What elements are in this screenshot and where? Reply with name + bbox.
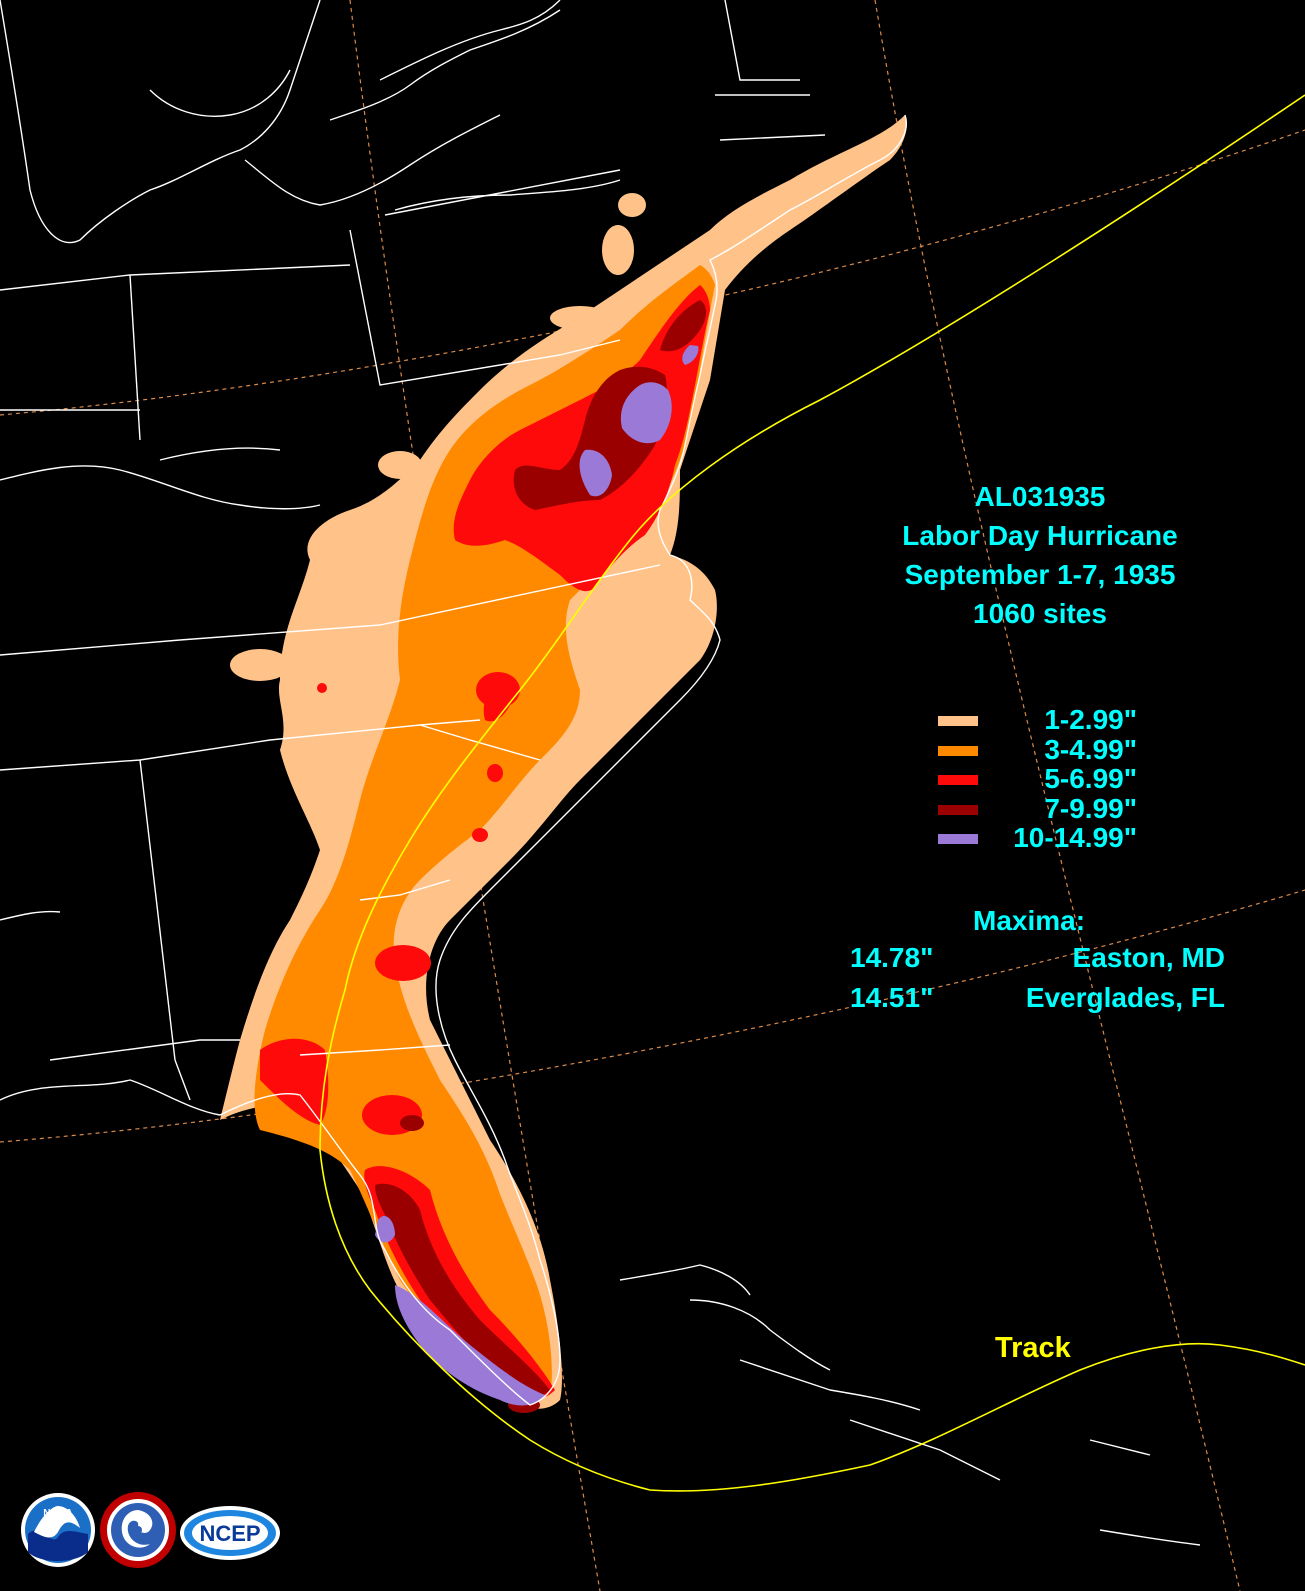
legend-label: 5-6.99" (1044, 763, 1137, 794)
legend-swatch (938, 804, 978, 815)
storm-dates: September 1-7, 1935 (904, 559, 1176, 590)
legend-item: 3-4.99" (930, 733, 1150, 765)
rainfall-10-15in (375, 345, 699, 1406)
legend-swatch (938, 716, 978, 726)
storm-name: Labor Day Hurricane (902, 520, 1178, 551)
legend-label: 1-2.99" (1044, 704, 1137, 735)
nws-logo (100, 1492, 176, 1568)
maxima-heading: Maxima: (973, 905, 1086, 936)
track-label: Track (995, 1332, 1071, 1364)
noaa-logo-text: NOAA (43, 1508, 72, 1519)
legend-item: 7-9.99" (930, 792, 1150, 824)
legend-item: 1-2.99" (930, 705, 1150, 735)
rainfall-legend: 1-2.99" 3-4.99" 5-6.99" 7-9.99" 10-14.99… (930, 705, 1150, 853)
maxima-location: Everglades, FL (1025, 982, 1225, 1013)
legend-swatch (938, 775, 978, 785)
legend-label: 7-9.99" (1044, 792, 1137, 824)
storm-id: AL031935 (974, 481, 1106, 512)
ncep-logo: NCEP (179, 1505, 281, 1561)
noaa-logo: NOAA (20, 1492, 96, 1568)
legend-item: 5-6.99" (930, 764, 1150, 794)
maxima-location: Easton, MD (1072, 942, 1225, 973)
maxima-value: 14.51" (850, 982, 934, 1013)
legend-swatch (938, 745, 978, 756)
legend-label: 3-4.99" (1044, 733, 1137, 765)
ncep-logo-text: NCEP (199, 1521, 260, 1546)
legend-label: 10-14.99" (1013, 822, 1137, 853)
legend-item: 10-14.99" (930, 823, 1150, 853)
maxima-value: 14.78" (850, 942, 934, 973)
hurricane-track-line (319, 94, 1305, 1492)
state-borders (0, 0, 1201, 1546)
legend-swatch (938, 834, 978, 844)
site-count: 1060 sites (973, 598, 1107, 629)
